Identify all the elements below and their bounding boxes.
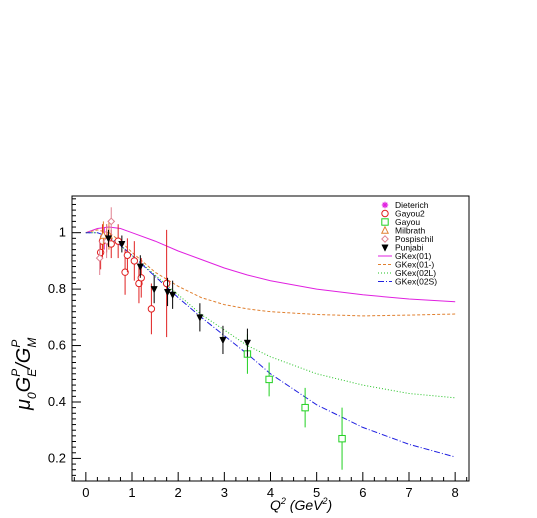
y-tick-label: 1 bbox=[59, 225, 66, 240]
curve-gkex-01- bbox=[85, 226, 456, 303]
data-point bbox=[219, 336, 227, 345]
legend-label: Punjabi bbox=[395, 243, 423, 253]
y-axis-label-gm-sup: P bbox=[9, 340, 23, 348]
legend-label: Gayou bbox=[395, 217, 420, 227]
data-point bbox=[265, 375, 273, 384]
y-axis-label-ge-sub: E bbox=[25, 368, 39, 377]
data-point bbox=[243, 339, 252, 347]
data-point bbox=[301, 403, 309, 412]
data-point bbox=[104, 235, 113, 243]
data-point bbox=[121, 268, 129, 276]
data-point bbox=[163, 288, 172, 297]
x-tick-label: 4 bbox=[267, 485, 274, 500]
curve-gkex-01- bbox=[85, 229, 456, 317]
x-tick-label: 8 bbox=[452, 485, 459, 500]
star-mark bbox=[381, 201, 389, 209]
legend-label: Dieterich bbox=[395, 200, 429, 210]
legend-marker bbox=[381, 201, 389, 209]
legend-label: GKex(02L) bbox=[395, 268, 436, 278]
x-tick-label: 2 bbox=[175, 485, 182, 500]
y-tick-label: 0.2 bbox=[48, 450, 66, 465]
points-layer bbox=[95, 207, 346, 470]
y-tick-label: 0.8 bbox=[48, 281, 66, 296]
legend-label: Gayou2 bbox=[395, 209, 425, 219]
data-point bbox=[130, 257, 139, 265]
legend-label: GKex(01-) bbox=[395, 260, 434, 270]
x-tick-label: 7 bbox=[405, 485, 412, 500]
data-point bbox=[147, 305, 156, 313]
x-tick-label: 1 bbox=[128, 485, 135, 500]
data-point bbox=[118, 241, 126, 249]
axes-layer: 0 1 2 3 4 5 6 7 8 0.2 0.4 0.6 0.8 1 bbox=[48, 198, 468, 500]
y-tick-label: 0.4 bbox=[48, 394, 66, 409]
legend-label: Pospischil bbox=[395, 234, 433, 244]
series-punjabi bbox=[104, 229, 252, 357]
x-axis-label-unit: (GeV bbox=[286, 497, 324, 513]
series-gayou2 bbox=[96, 224, 171, 338]
data-point bbox=[162, 279, 171, 288]
y-axis-label-ge: G bbox=[13, 377, 35, 393]
y-tick-label: 0.6 bbox=[48, 338, 66, 353]
data-point bbox=[95, 254, 104, 262]
legend-label: Milbrath bbox=[395, 226, 426, 236]
data-point bbox=[123, 251, 132, 259]
x-axis-label: Q2 (GeV2) bbox=[270, 496, 332, 513]
x-tick-label: 5 bbox=[313, 485, 320, 500]
y-axis-label-slash-gm: /G bbox=[13, 348, 35, 371]
legend-label: GKex(02S) bbox=[395, 277, 437, 287]
data-point bbox=[150, 286, 158, 294]
legend-marker bbox=[381, 209, 389, 218]
series-gayou bbox=[243, 334, 346, 470]
x-axis-label-q: Q bbox=[270, 497, 281, 513]
y-axis-label-mu: μ bbox=[13, 399, 35, 411]
data-point bbox=[99, 230, 108, 239]
x-tick-label: 6 bbox=[359, 485, 366, 500]
data-point bbox=[137, 274, 145, 282]
data-point bbox=[338, 434, 346, 443]
legend-marker bbox=[381, 235, 389, 243]
x-tick-label: 0 bbox=[82, 485, 89, 500]
data-point bbox=[136, 263, 144, 271]
data-point bbox=[196, 314, 204, 322]
y-axis-label-ge-sup: P bbox=[9, 369, 23, 377]
legend-label: GKex(01) bbox=[395, 251, 432, 261]
x-axis-label-unit-close: ) bbox=[326, 497, 333, 513]
y-axis-label-mu-sub: 0 bbox=[25, 392, 39, 399]
x-tick-label: 3 bbox=[221, 485, 228, 500]
data-point bbox=[169, 291, 177, 300]
x-axis-label-unit-sup: 2 bbox=[321, 496, 327, 506]
legend-marker bbox=[380, 225, 390, 234]
data-point bbox=[107, 217, 116, 226]
y-axis-label-gm-sub: M bbox=[25, 338, 39, 348]
y-axis-label: μ0GP E/GP M bbox=[9, 338, 39, 411]
legend-marker bbox=[381, 244, 389, 252]
legend: DieterichGayou2GayouMilbrathPospischilPu… bbox=[378, 200, 437, 287]
legend-marker bbox=[381, 218, 389, 226]
x-axis-label-q-sup: 2 bbox=[280, 496, 286, 506]
